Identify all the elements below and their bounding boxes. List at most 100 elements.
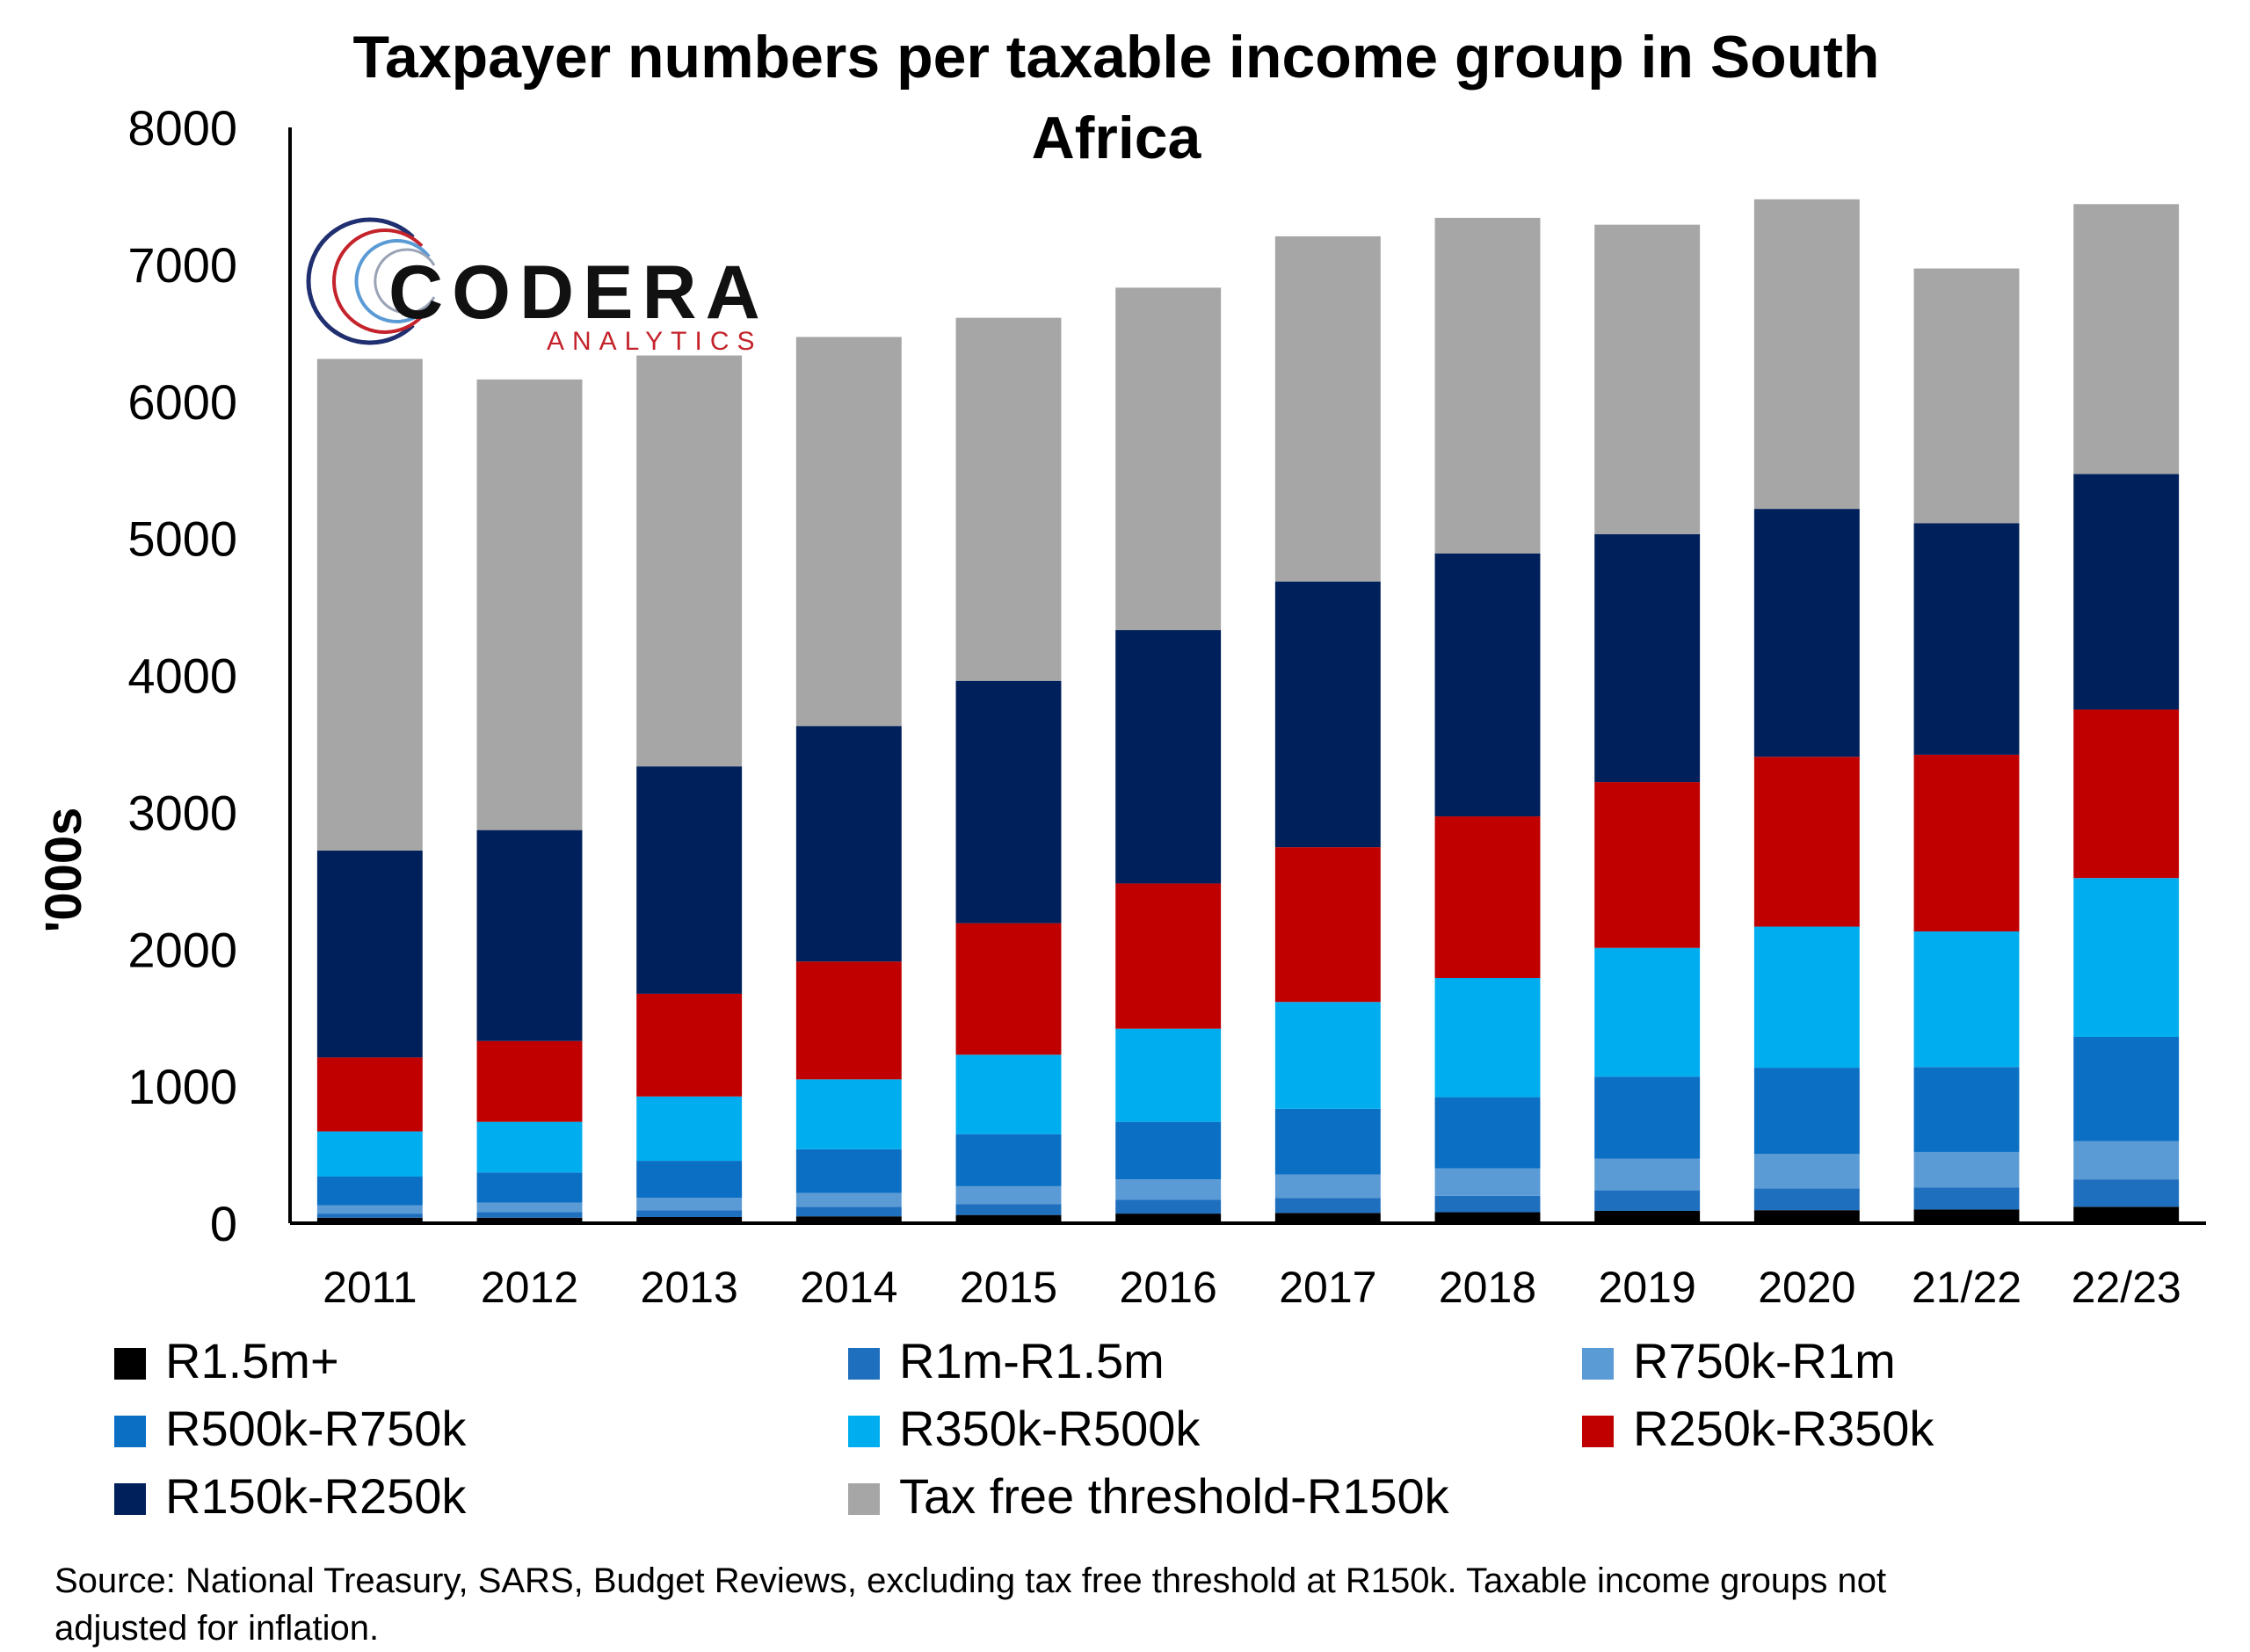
bar-segment — [1115, 883, 1222, 1029]
bar-segment — [1753, 509, 1860, 757]
legend-swatch — [114, 1348, 146, 1380]
bar-segment — [316, 1217, 423, 1223]
bar-segment — [2073, 1206, 2180, 1223]
bar-segment — [2073, 709, 2180, 879]
bar-segment — [2073, 1179, 2180, 1207]
bar-segment — [955, 1134, 1062, 1186]
source-note-line-1: Source: National Treasury, SARS, Budget … — [54, 1561, 1886, 1600]
bar-segment — [1115, 1199, 1222, 1214]
bar-segment — [1913, 754, 2020, 931]
bar-segment — [1913, 931, 2020, 1068]
bar-segment — [476, 1202, 583, 1213]
bar-segment — [1115, 1214, 1222, 1223]
bar-segment — [955, 1185, 1062, 1205]
logo-tagline: ANALYTICS — [547, 327, 763, 356]
bar-segment — [1115, 1179, 1222, 1200]
bar-segment — [636, 1198, 743, 1211]
bar-segment — [1753, 199, 1860, 510]
x-tick-label: 2018 — [1439, 1263, 1536, 1312]
bar-segment — [1115, 287, 1222, 631]
y-tick-label: 8000 — [127, 100, 237, 156]
bar-segment — [1274, 1213, 1381, 1223]
bar-segment — [1274, 1002, 1381, 1109]
x-tick-label: 2011 — [323, 1263, 417, 1312]
bar-segment — [795, 1079, 902, 1149]
legend-swatch — [1582, 1416, 1614, 1447]
bar-segment — [955, 1054, 1062, 1134]
bar-segment — [955, 317, 1062, 681]
y-axis-label: '000s — [35, 808, 92, 933]
bar-segment — [795, 337, 902, 727]
bar-segment — [1434, 1212, 1541, 1223]
bar-segment — [1115, 1028, 1222, 1122]
legend-label: R150k-R250k — [165, 1468, 467, 1524]
bar-segment — [1753, 1068, 1860, 1155]
x-tick-label: 2016 — [1120, 1263, 1217, 1312]
bar-segment — [1434, 1195, 1541, 1213]
bar-segment — [1115, 630, 1222, 884]
bar-segment — [2073, 204, 2180, 475]
bar-segment — [1274, 847, 1381, 1003]
bars-group — [316, 199, 2180, 1223]
bar-segment — [1913, 1151, 2020, 1188]
bar-segment — [316, 1131, 423, 1177]
bar-segment — [1594, 533, 1701, 783]
x-tick-label: 2020 — [1758, 1263, 1855, 1312]
legend-label: R750k-R1m — [1633, 1333, 1896, 1388]
logo-swirl-icon — [306, 217, 436, 345]
bar-segment — [1274, 1108, 1381, 1175]
bar-segment — [1274, 1198, 1381, 1214]
x-tick-label: 2014 — [800, 1263, 897, 1312]
legend-label: R1.5m+ — [165, 1333, 339, 1388]
bar-segment — [955, 680, 1062, 924]
bar-segment — [1115, 1121, 1222, 1180]
bar-segment — [1753, 1154, 1860, 1189]
bar-segment — [316, 1205, 423, 1214]
legend: R1.5m+ R1m-R1.5m R750k-R1m R500k-R750k R350k… — [114, 1333, 1934, 1524]
bar-segment — [636, 1096, 743, 1162]
bar-segment — [1434, 217, 1541, 554]
bar-segment — [1594, 1076, 1701, 1159]
bar-segment — [1594, 1190, 1701, 1211]
legend-label: R250k-R350k — [1633, 1401, 1934, 1456]
y-tick-label: 4000 — [127, 648, 237, 704]
bar-segment — [1913, 1187, 2020, 1210]
bar-segment — [636, 1210, 743, 1217]
x-tick-label: 2012 — [481, 1263, 578, 1312]
x-axis-labels: 2011 2012 2013 2014 2015 2016 2017 2018 2019 2020… — [323, 1263, 2181, 1312]
legend-label: Tax free threshold-R150k — [899, 1468, 1450, 1524]
bar-segment — [1913, 1067, 2020, 1152]
x-tick-label: 21/22 — [1912, 1263, 2021, 1312]
bar-segment — [1753, 1188, 1860, 1211]
chart-title-line-1: Taxpayer numbers per taxable income grou… — [353, 24, 1880, 91]
y-tick-label: 3000 — [127, 785, 237, 840]
bar-segment — [1753, 1210, 1860, 1223]
bar-segment — [636, 993, 743, 1097]
bar-segment — [476, 379, 583, 830]
legend-swatch — [848, 1348, 880, 1380]
source-note-line-2: adjusted for inflation. — [54, 1609, 379, 1648]
legend-label: R1m-R1.5m — [899, 1333, 1165, 1388]
bar-segment — [1913, 523, 2020, 755]
x-tick-label: 22/23 — [2072, 1263, 2181, 1312]
legend-label: R350k-R500k — [899, 1401, 1201, 1456]
x-tick-label: 2013 — [641, 1263, 738, 1312]
bar-segment — [476, 830, 583, 1041]
bar-segment — [316, 1214, 423, 1218]
y-tick-label: 0 — [210, 1196, 237, 1251]
bar-segment — [795, 1148, 902, 1193]
bar-segment — [636, 1216, 743, 1223]
bar-segment — [1274, 1174, 1381, 1199]
y-tick-label: 2000 — [127, 922, 237, 977]
bar-segment — [795, 1206, 902, 1217]
bar-segment — [1434, 1097, 1541, 1169]
legend-swatch — [114, 1416, 146, 1447]
bar-segment — [316, 1177, 423, 1206]
bar-segment — [1274, 235, 1381, 582]
x-tick-label: 2019 — [1599, 1263, 1696, 1312]
bar-segment — [1594, 1158, 1701, 1191]
bar-segment — [1594, 947, 1701, 1077]
bar-segment — [1753, 926, 1860, 1069]
bar-segment — [955, 1204, 1062, 1215]
bar-segment — [1594, 224, 1701, 534]
